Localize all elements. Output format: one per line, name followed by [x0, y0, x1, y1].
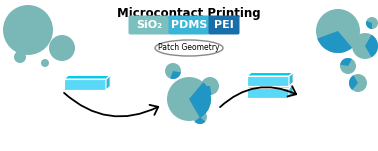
Circle shape: [352, 33, 378, 59]
Wedge shape: [201, 86, 212, 95]
Wedge shape: [189, 82, 211, 118]
Circle shape: [201, 77, 219, 95]
Polygon shape: [247, 88, 289, 98]
Polygon shape: [64, 76, 110, 79]
Polygon shape: [247, 72, 293, 76]
Wedge shape: [170, 71, 181, 79]
FancyBboxPatch shape: [209, 16, 240, 34]
Text: PDMS: PDMS: [171, 20, 207, 30]
FancyArrowPatch shape: [220, 86, 296, 107]
Text: Microcontact Printing: Microcontact Printing: [117, 7, 261, 20]
Ellipse shape: [155, 40, 223, 56]
Circle shape: [167, 77, 211, 121]
Circle shape: [165, 63, 181, 79]
Circle shape: [41, 59, 49, 67]
Polygon shape: [247, 85, 293, 88]
Circle shape: [316, 9, 360, 53]
FancyBboxPatch shape: [129, 16, 169, 34]
Polygon shape: [64, 79, 106, 90]
Polygon shape: [64, 87, 110, 90]
Wedge shape: [195, 117, 205, 124]
FancyArrowPatch shape: [64, 93, 158, 116]
Polygon shape: [247, 95, 293, 98]
Wedge shape: [317, 31, 352, 53]
Text: PEI: PEI: [214, 20, 234, 30]
Wedge shape: [366, 21, 372, 29]
Text: SiO₂: SiO₂: [136, 20, 162, 30]
Circle shape: [193, 110, 207, 124]
Wedge shape: [349, 75, 358, 90]
Circle shape: [3, 5, 53, 55]
Wedge shape: [365, 35, 378, 57]
Circle shape: [340, 58, 356, 74]
Polygon shape: [247, 76, 289, 86]
Wedge shape: [340, 58, 352, 66]
Text: Patch Geometry: Patch Geometry: [158, 43, 220, 53]
Circle shape: [349, 74, 367, 92]
Circle shape: [366, 17, 378, 29]
Circle shape: [14, 51, 26, 63]
FancyBboxPatch shape: [169, 16, 209, 34]
Polygon shape: [106, 76, 110, 90]
Circle shape: [49, 35, 75, 61]
Polygon shape: [289, 85, 293, 98]
Polygon shape: [289, 72, 293, 86]
